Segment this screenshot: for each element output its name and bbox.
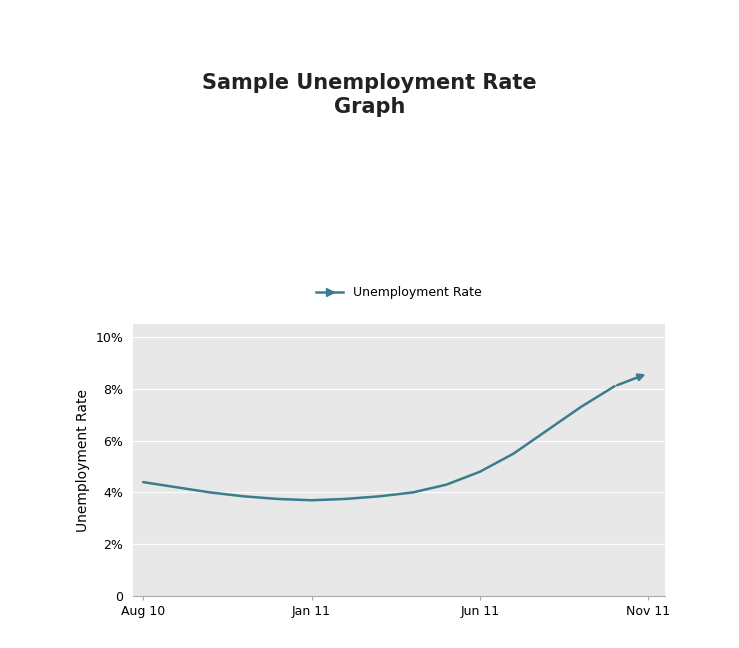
Y-axis label: Unemployment Rate: Unemployment Rate — [76, 389, 90, 531]
Text: Sample Unemployment Rate
Graph: Sample Unemployment Rate Graph — [202, 73, 537, 117]
Legend: Unemployment Rate: Unemployment Rate — [311, 281, 487, 305]
